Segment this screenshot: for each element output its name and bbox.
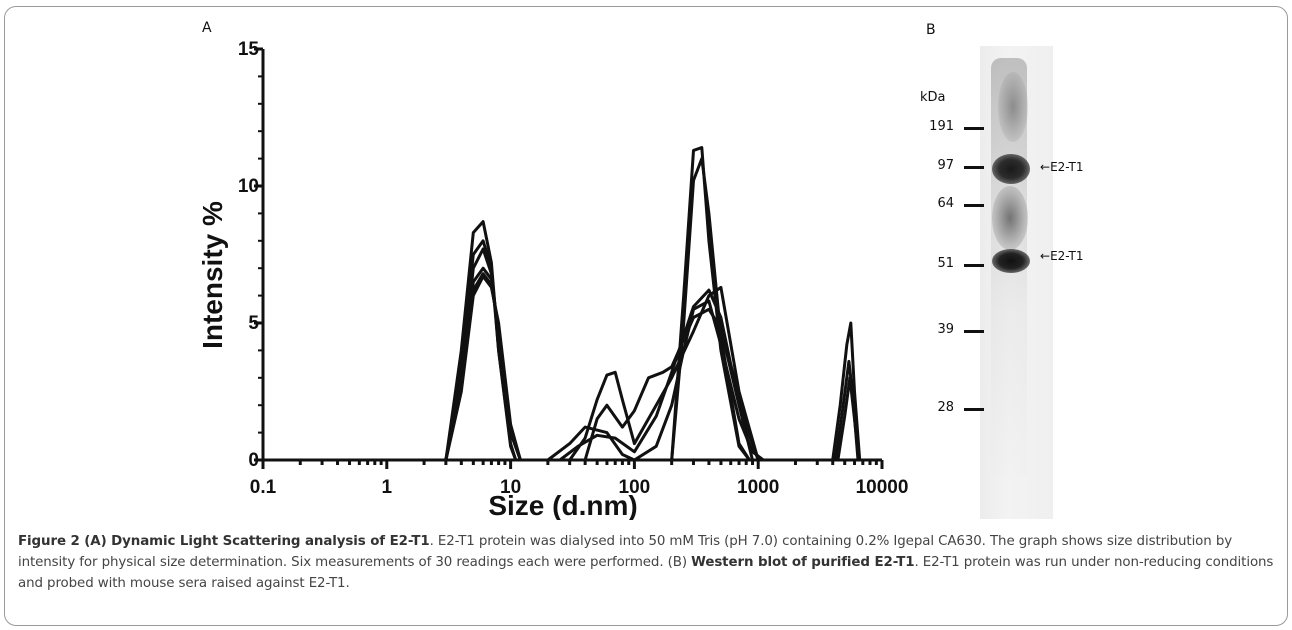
- band-label-upper: ←E2-T1: [1040, 160, 1083, 174]
- blot-marker-label: 51: [937, 256, 954, 271]
- y-tick-label: 10: [238, 176, 259, 197]
- x-axis-label: Size (d.nm): [488, 490, 637, 520]
- y-tick-label: 15: [238, 39, 260, 60]
- blot-marker-label: 64: [937, 196, 954, 211]
- figure-caption: Figure 2 (A) Dynamic Light Scattering an…: [18, 531, 1280, 594]
- blot-band-51kda: [992, 249, 1030, 273]
- blot-marker-label: 97: [937, 158, 954, 173]
- blot-marker-tick: [964, 166, 984, 169]
- measurement-series-line-7: [831, 321, 862, 461]
- figure-frame: [4, 6, 1288, 626]
- x-tick-label: 0.1: [250, 477, 277, 498]
- measurement-series-line-6: [444, 274, 754, 462]
- y-tick-label: 0: [248, 450, 259, 471]
- blot-band-smear: [992, 186, 1028, 250]
- panel-label-b: B: [926, 22, 936, 38]
- blot-marker-tick: [964, 330, 984, 333]
- blot-marker-tick: [964, 264, 984, 267]
- measurement-series-line-4: [444, 266, 760, 462]
- blot-marker-tick: [964, 127, 984, 130]
- x-tick-label: 10: [500, 477, 521, 498]
- caption-lead: Figure 2 (A) Dynamic Light Scattering an…: [18, 534, 430, 549]
- band-label-lower: ←E2-T1: [1040, 249, 1083, 263]
- caption-text-b: . E2-T1 protein was run under non-reduci…: [18, 555, 1274, 591]
- y-axis-label: Intensity %: [197, 201, 228, 349]
- blot-marker-label: 39: [937, 322, 954, 337]
- x-tick-label: 1: [382, 477, 393, 498]
- blot-band-diffuse-top: [998, 72, 1028, 142]
- western-blot-image: [980, 46, 1053, 519]
- caption-blot-lead: Western blot of purified E2-T1: [691, 555, 915, 570]
- blot-unit-label: kDa: [920, 90, 946, 105]
- chart-axes: 0.1 1 10 100 1000 10000 0 5 10 15: [238, 39, 909, 498]
- x-tick-label: 1000: [737, 477, 779, 498]
- panel-label-a: A: [202, 20, 212, 36]
- blot-marker-label: 28: [937, 400, 954, 415]
- left-arrow-icon: ←: [1040, 160, 1051, 174]
- y-tick-label: 5: [248, 313, 259, 334]
- caption-text-a: . E2-T1 protein was dialysed into 50 mM …: [18, 534, 1233, 570]
- blot-marker-tick: [964, 204, 984, 207]
- chart-series-layer: [444, 146, 862, 462]
- blot-band-97kda: [992, 154, 1030, 184]
- measurement-series-line-2: [444, 157, 751, 462]
- dls-chart: 0.1 1 10 100 1000 10000 0 5 10 15 Size (d.nm) Int…: [197, 39, 909, 520]
- measurement-series-line-9: [836, 376, 861, 461]
- blot-marker-label: 191: [929, 119, 954, 134]
- left-arrow-icon: ←: [1040, 249, 1051, 263]
- band-label-upper-text: E2-T1: [1050, 160, 1084, 174]
- x-tick-label: 10000: [856, 477, 909, 498]
- band-label-lower-text: E2-T1: [1050, 249, 1084, 263]
- x-tick-label: 100: [619, 477, 651, 498]
- blot-marker-tick: [964, 408, 984, 411]
